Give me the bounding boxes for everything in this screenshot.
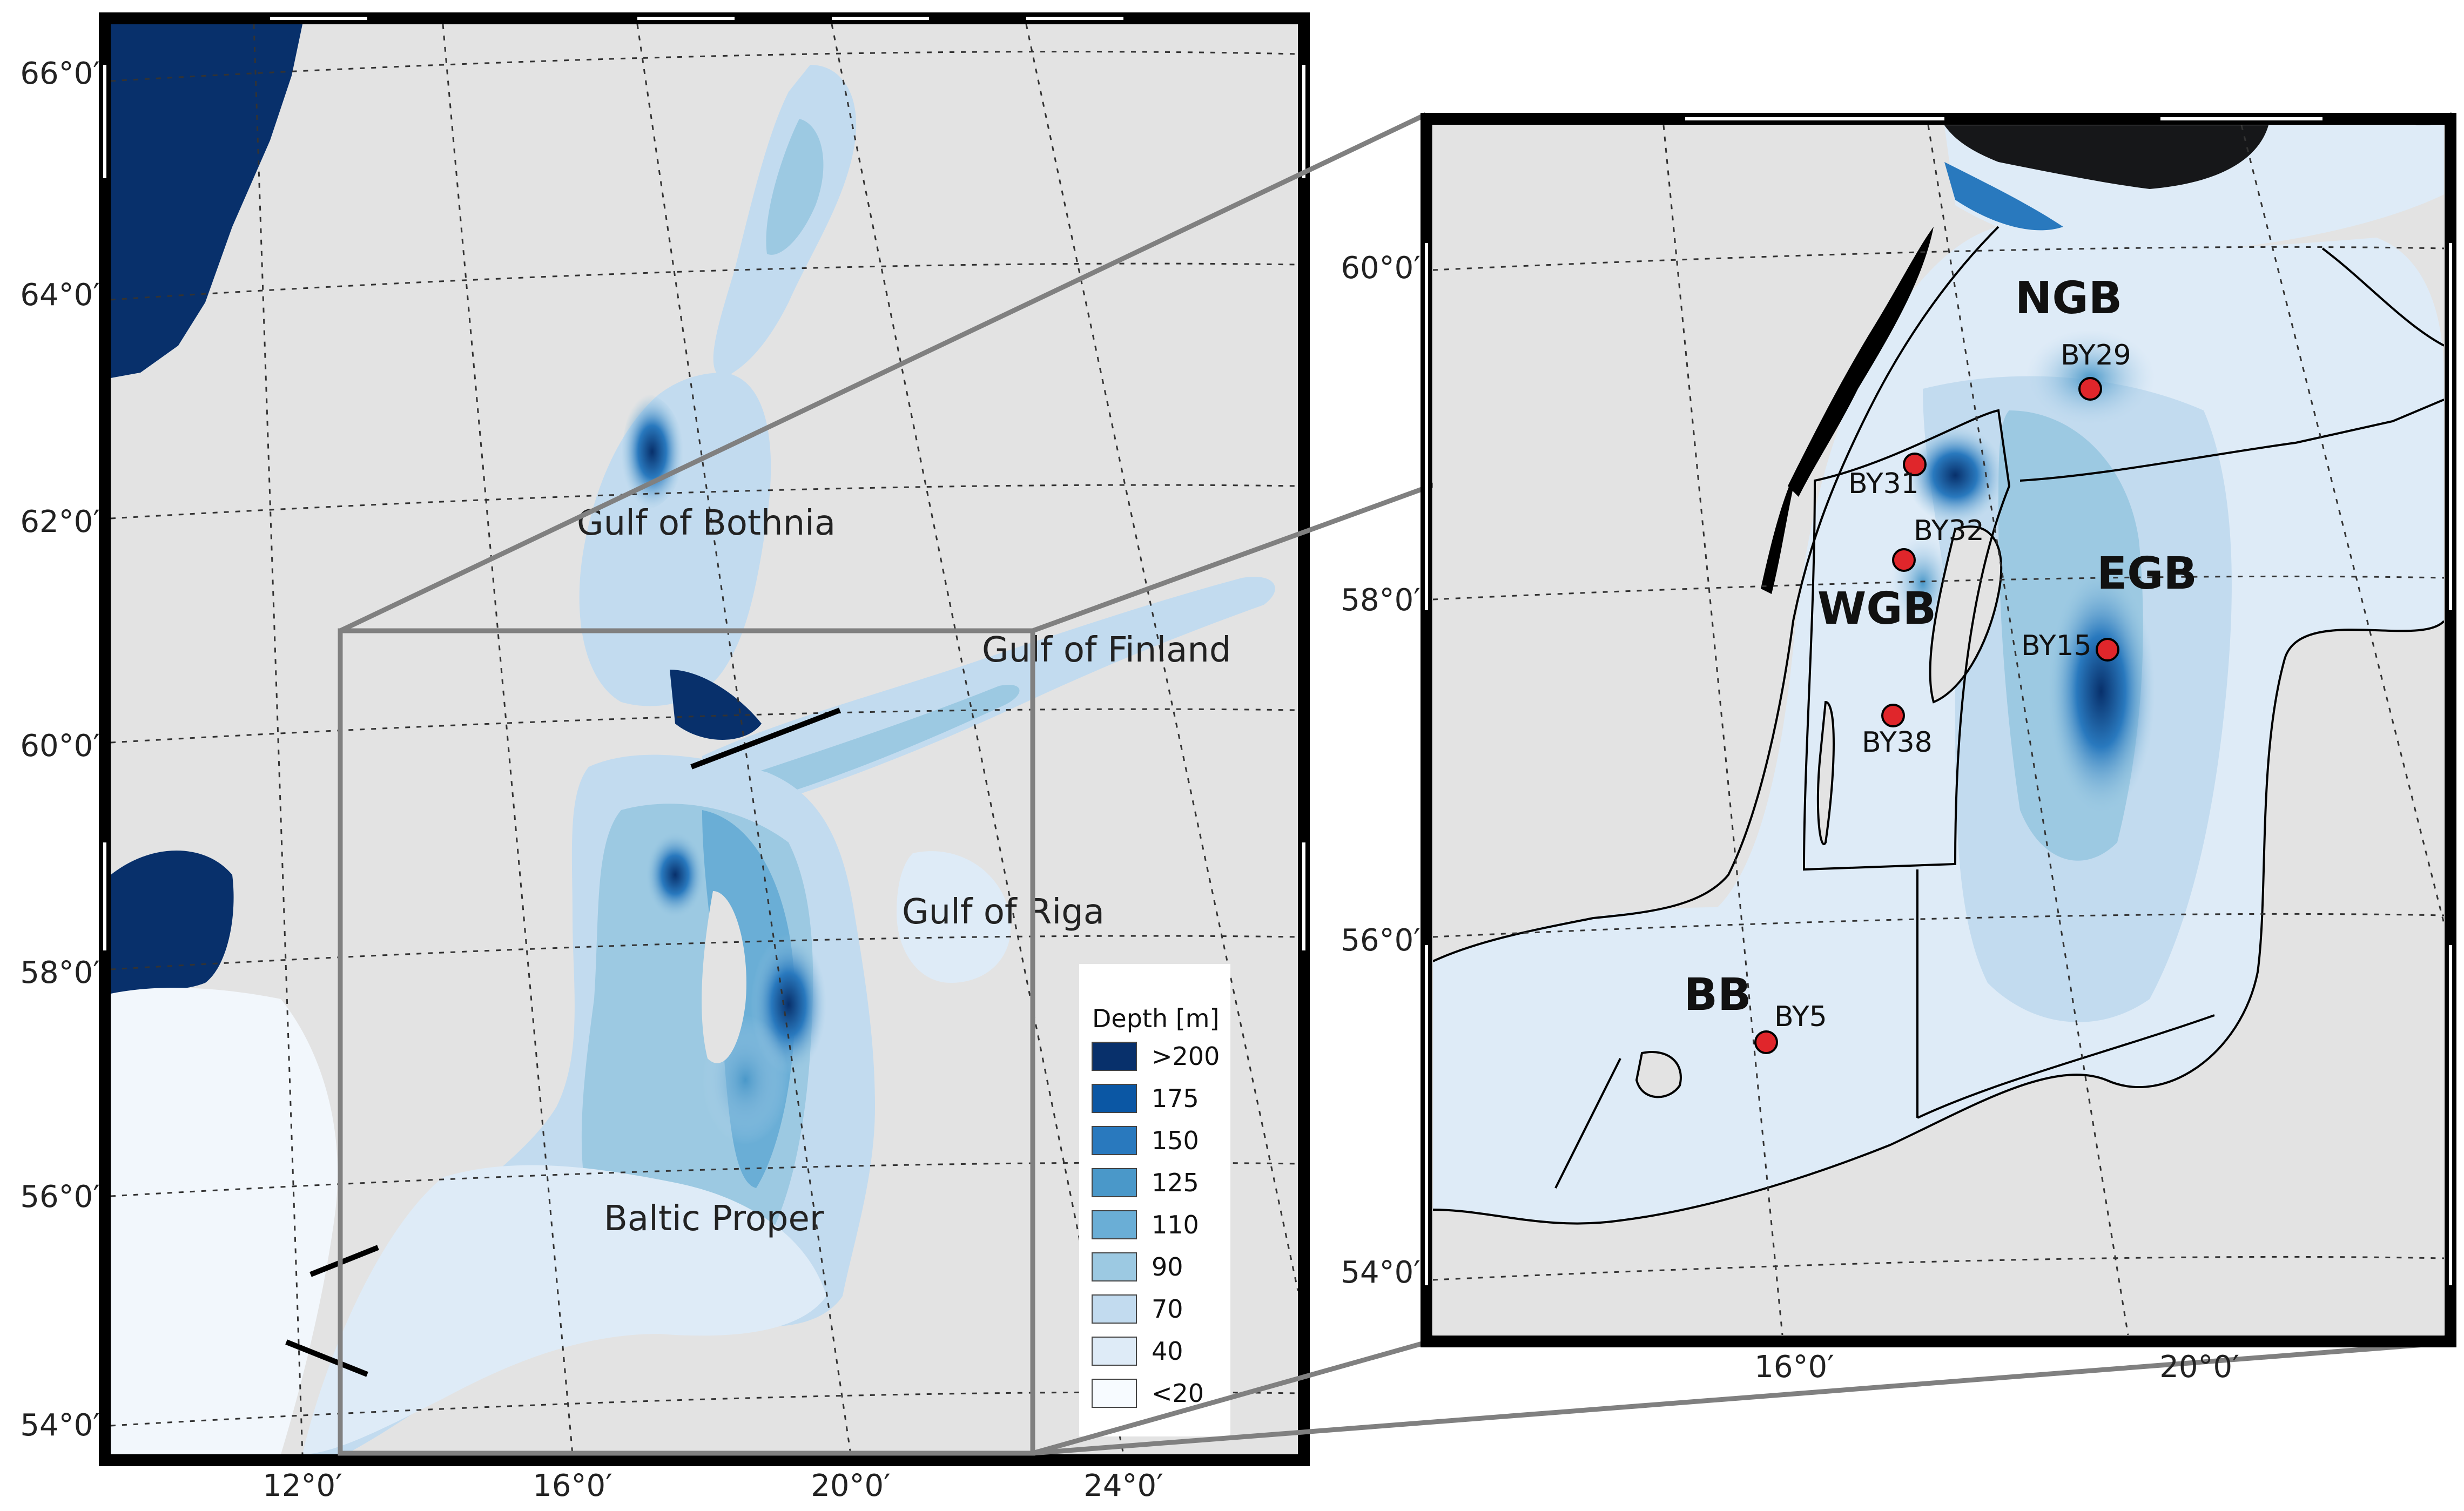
station-marker-by15 — [2096, 638, 2119, 662]
station-label-by5: BY5 — [1774, 1001, 1827, 1033]
station-label-by31: BY31 — [1848, 468, 1919, 500]
legend-label: 70 — [1152, 1294, 1183, 1324]
station-label-by29: BY29 — [2061, 339, 2131, 372]
left-map-graticule — [111, 24, 1298, 1454]
lat-label: 54°0′ — [20, 1408, 100, 1443]
legend-label: >200 — [1152, 1042, 1220, 1071]
lat-label: 62°0′ — [20, 504, 100, 539]
legend-swatch — [1092, 1126, 1137, 1155]
legend-swatch — [1092, 1252, 1137, 1281]
legend-swatch — [1092, 1294, 1137, 1324]
lat-label: 56°0′ — [1341, 923, 1420, 958]
station-marker-by38 — [1881, 704, 1905, 727]
lat-label: 54°0′ — [1341, 1255, 1420, 1290]
lat-label: 66°0′ — [20, 56, 100, 91]
lat-label: 58°0′ — [20, 955, 100, 990]
legend-swatch — [1092, 1379, 1137, 1408]
region-label-gulf-of-finland: Gulf of Finland — [982, 630, 1231, 670]
lon-label: 20°0′ — [2159, 1350, 2239, 1385]
legend-swatch — [1092, 1084, 1137, 1113]
legend-swatch — [1092, 1042, 1137, 1071]
legend-swatch — [1092, 1168, 1137, 1197]
left-map-frame-ticks — [103, 17, 1305, 950]
lon-label: 20°0′ — [811, 1468, 891, 1503]
lat-label: 60°0′ — [1341, 251, 1420, 286]
right-map-graticule — [1433, 125, 2444, 1335]
region-label-baltic-proper: Baltic Proper — [604, 1199, 824, 1239]
left-map-lon-labels: 12°0′ 16°0′ 20°0′ 24°0′ — [262, 1468, 1163, 1503]
lat-label: 56°0′ — [20, 1179, 100, 1215]
right-map-water — [1433, 125, 2444, 1224]
right-map-lat-labels: 60°0′ 58°0′ 56°0′ 54°0′ — [1341, 251, 1420, 1290]
zoom-connector — [1032, 1340, 2453, 1456]
lon-label: 24°0′ — [1083, 1468, 1163, 1503]
station-label-by32: BY32 — [1914, 515, 1984, 547]
legend-label: 175 — [1152, 1084, 1199, 1113]
right-map-frame-ticks — [1425, 117, 2452, 1285]
right-map-boundaries — [1433, 226, 2444, 1225]
right-map-lon-labels: 16°0′ 20°0′ — [1754, 1350, 2239, 1385]
legend-label: 150 — [1152, 1126, 1199, 1155]
station-labels: BY29 BY31 BY32 BY15 BY38 BY5 — [1774, 339, 2131, 1033]
legend-swatch — [1092, 1337, 1137, 1366]
legend-label: 125 — [1152, 1168, 1199, 1197]
lat-label: 60°0′ — [20, 728, 100, 764]
station-markers — [1754, 377, 2119, 1054]
zoom-connector — [339, 112, 1427, 633]
lon-label: 12°0′ — [262, 1468, 342, 1503]
zone-label-egb: EGB — [2097, 548, 2197, 599]
left-map-transects — [285, 707, 841, 1377]
station-marker-by32 — [1892, 548, 1916, 572]
zoom-box — [338, 628, 1035, 1456]
region-label-gulf-of-riga: Gulf of Riga — [902, 892, 1105, 932]
region-label-gulf-of-bothnia: Gulf of Bothnia — [577, 503, 836, 543]
legend-label: 110 — [1152, 1210, 1199, 1239]
lat-label: 58°0′ — [1341, 583, 1420, 618]
station-marker-by31 — [1903, 453, 1927, 476]
legend-title: Depth [m] — [1092, 1004, 1219, 1033]
station-label-by38: BY38 — [1862, 726, 1933, 759]
zone-label-bb: BB — [1684, 969, 1751, 1021]
station-marker-by5 — [1754, 1030, 1778, 1054]
zoom-connector — [1032, 1340, 1427, 1456]
station-marker-by29 — [2078, 377, 2102, 401]
lon-label: 16°0′ — [533, 1468, 612, 1503]
legend-label: 40 — [1152, 1337, 1183, 1366]
zone-label-ngb: NGB — [2015, 273, 2122, 324]
legend-swatch — [1092, 1210, 1137, 1239]
legend-label: <20 — [1152, 1379, 1204, 1408]
lat-label: 64°0′ — [20, 278, 100, 313]
left-map-water — [111, 24, 1275, 1454]
right-map-archipelago — [1761, 125, 2268, 594]
lon-label: 16°0′ — [1754, 1350, 1834, 1385]
depth-legend: Depth [m] >200 175 150 125 110 90 70 40 <20 — [1079, 964, 1230, 1436]
legend-label: 90 — [1152, 1252, 1183, 1281]
left-map: Gulf of Bothnia Gulf of Finland Gulf of … — [20, 12, 1310, 1503]
right-map: NGB WGB EGB BB BY29 BY31 BY32 BY15 BY38 … — [1341, 113, 2456, 1385]
left-map-lat-labels: 66°0′ 64°0′ 62°0′ 60°0′ 58°0′ 56°0′ 54°0… — [20, 56, 100, 1443]
zone-label-wgb: WGB — [1817, 583, 1936, 635]
station-label-by15: BY15 — [2021, 630, 2092, 662]
